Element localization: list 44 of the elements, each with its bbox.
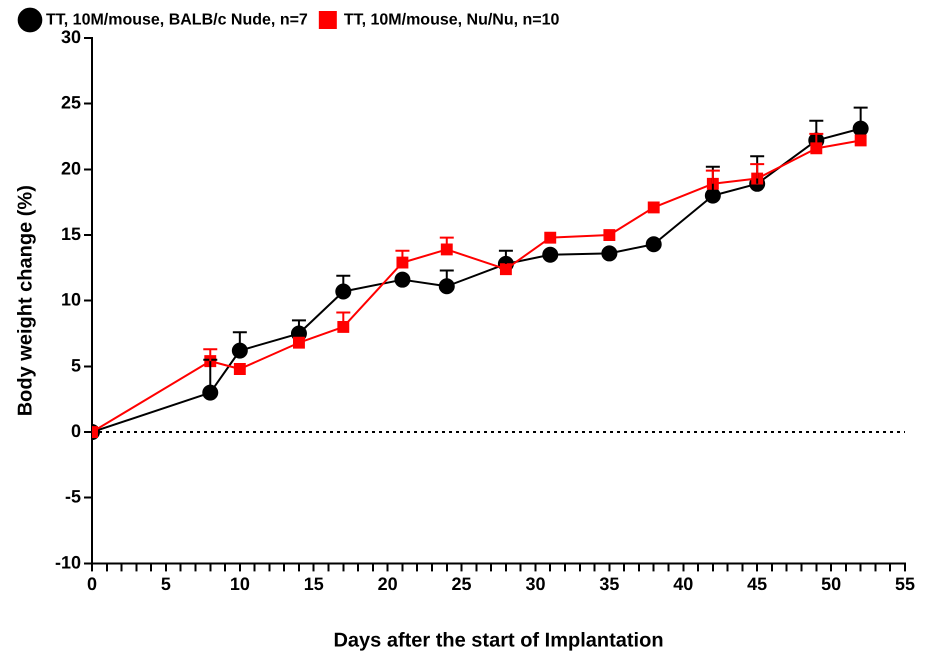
point [335, 284, 352, 300]
x-tick-label: 0 [87, 574, 98, 594]
point [337, 321, 350, 333]
x-tick-label: 45 [747, 574, 768, 594]
x-tick-label: 20 [378, 574, 398, 594]
x-tick-label: 15 [304, 574, 324, 594]
x-tick-label: 40 [673, 574, 694, 594]
y-tick-label: -10 [55, 552, 82, 572]
legend-label: TT, 10M/mouse, Nu/Nu, n=10 [344, 11, 560, 28]
y-tick-label: 5 [71, 355, 82, 376]
y-tick-label: -5 [65, 486, 82, 507]
y-axis-title: Body weight change (%) [14, 185, 37, 416]
y-tick-label: 15 [60, 224, 82, 244]
x-tick-label: 10 [230, 574, 250, 594]
x-axis-title: Days after the start of Implantation [333, 630, 664, 652]
point [542, 246, 558, 263]
y-tick-label: 20 [60, 158, 82, 178]
x-tick-label: 35 [599, 574, 620, 594]
point [394, 272, 410, 288]
point [648, 201, 660, 214]
point [854, 134, 867, 146]
x-tick-label: 55 [894, 574, 916, 594]
point [500, 263, 512, 276]
legend-label: TT, 10M/mouse, BALB/c Nude, n=7 [46, 11, 308, 28]
point [234, 363, 246, 375]
point [440, 244, 453, 256]
point [202, 384, 218, 401]
point [810, 142, 822, 154]
point [232, 342, 248, 359]
x-tick-label: 5 [160, 574, 171, 594]
x-tick-label: 25 [452, 574, 472, 594]
point [603, 229, 616, 241]
y-tick-label: 10 [60, 290, 82, 310]
point [438, 278, 455, 294]
point [293, 336, 305, 349]
point [396, 256, 408, 269]
y-tick-label: 25 [60, 92, 82, 113]
y-tick-label: 0 [71, 421, 82, 442]
x-tick-label: 50 [821, 574, 842, 594]
x-tick-label: 30 [525, 574, 546, 594]
point [544, 232, 556, 244]
point [601, 245, 618, 262]
y-tick-label: 30 [60, 26, 82, 47]
point [646, 236, 662, 252]
